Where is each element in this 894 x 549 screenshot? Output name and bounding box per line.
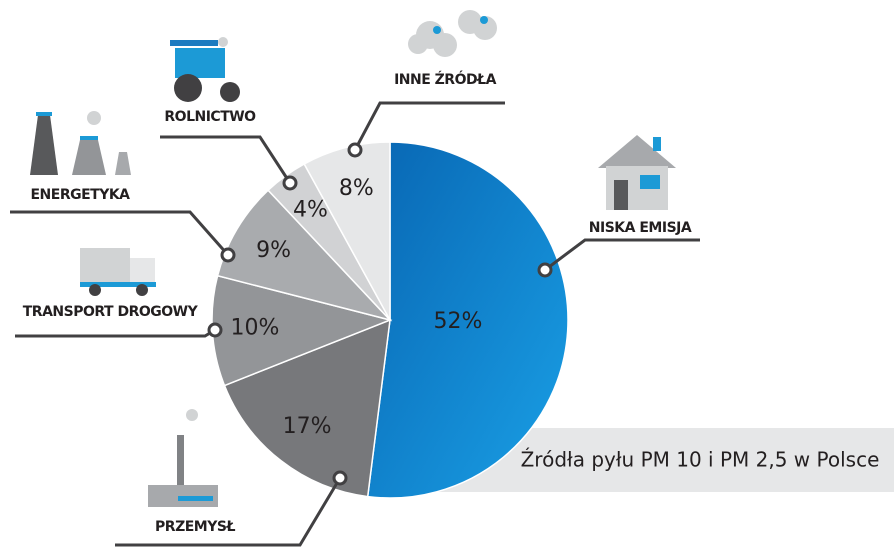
category-label: TRANSPORT DROGOWY bbox=[23, 304, 199, 320]
value-label: 10% bbox=[231, 315, 280, 340]
leader-line bbox=[15, 328, 216, 338]
leader-line bbox=[10, 210, 230, 256]
pie-slice bbox=[366, 141, 569, 499]
leader-dot bbox=[332, 470, 348, 486]
category-label: ROLNICTWO bbox=[164, 109, 256, 125]
value-label: 17% bbox=[283, 414, 332, 439]
pie-slice bbox=[223, 318, 391, 498]
category-label: PRZEMYSŁ bbox=[155, 519, 235, 535]
value-label: 8% bbox=[339, 176, 374, 201]
leader-dot bbox=[537, 262, 553, 278]
category-label: ENERGETYKA bbox=[30, 187, 130, 203]
pie-slice bbox=[303, 141, 391, 321]
icons bbox=[30, 10, 676, 507]
leader-dot bbox=[282, 175, 298, 191]
leader-dot bbox=[220, 247, 236, 263]
leader-dot bbox=[207, 322, 223, 338]
leader-line bbox=[544, 238, 700, 272]
pie bbox=[211, 141, 569, 499]
category-label: INNE ŹRÓDŁA bbox=[394, 70, 497, 88]
leader-line bbox=[115, 477, 342, 547]
category-label: NISKA EMISJA bbox=[589, 220, 692, 236]
leader-line bbox=[160, 135, 292, 184]
leader-dot bbox=[347, 142, 363, 158]
pie-slice bbox=[216, 189, 393, 322]
leader-line bbox=[353, 101, 505, 151]
value-label: 9% bbox=[256, 238, 291, 263]
value-label: 52% bbox=[434, 309, 483, 334]
value-label: 4% bbox=[293, 198, 328, 223]
chart-title: Źródła pyłu PM 10 i PM 2,5 w Polsce bbox=[521, 448, 880, 472]
